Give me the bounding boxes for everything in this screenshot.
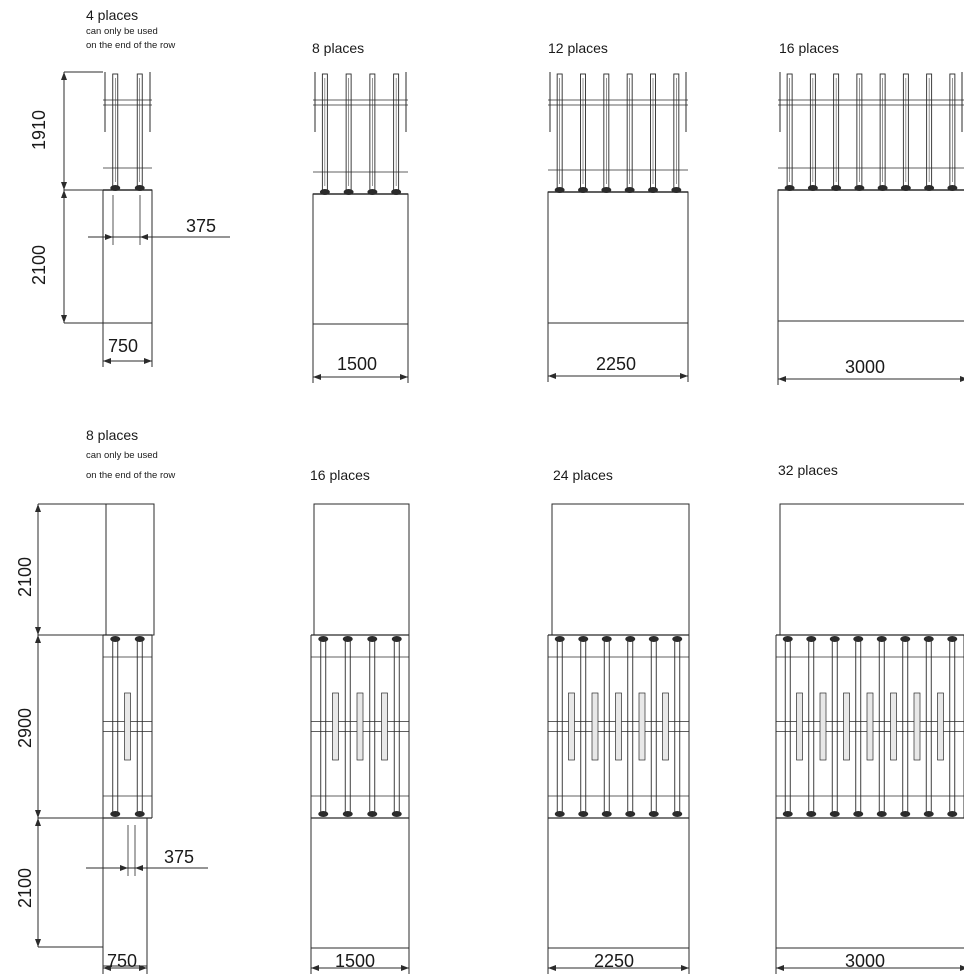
section-4-places	[61, 71, 230, 367]
caption-24-places: 24 places	[553, 467, 613, 483]
width-dimension-3000: 3000	[845, 357, 886, 377]
width-dimension-1500: 1500	[337, 354, 378, 374]
rack-32-places	[775, 634, 964, 819]
width-dimension-3000-b: 3000	[845, 951, 886, 971]
width-dimension-750: 750	[108, 336, 139, 356]
rack-12-places	[548, 72, 688, 193]
caption-8-places-end: 8 places	[86, 427, 139, 443]
caption-8-places: 8 places	[312, 40, 365, 56]
caption-12-places: 12 places	[548, 40, 608, 56]
caption-4-places: 4 places	[86, 7, 139, 23]
end-of-row-note-line2-b: on the end of the row	[86, 470, 176, 481]
rack-4-places	[103, 72, 152, 191]
width-dimension-1500-b: 1500	[335, 951, 376, 971]
end-of-row-note-line1-b: can only be used	[86, 450, 158, 461]
caption-32-places: 32 places	[778, 462, 838, 478]
end-of-row-note-line1: can only be used	[86, 26, 158, 37]
rack-16-places-double	[310, 634, 410, 819]
dimension-spacing-375: 375	[186, 216, 217, 236]
dimension-aisle-bottom-2100: 2100	[15, 867, 35, 908]
dimension-rack-depth-2900: 2900	[15, 707, 35, 748]
rack-8-places	[313, 72, 408, 195]
caption-16-places-double: 16 places	[310, 467, 370, 483]
section-8-places-end	[35, 503, 208, 974]
dimension-spacing-375-b: 375	[164, 847, 195, 867]
dimension-aisle-2100: 2100	[29, 244, 49, 285]
width-dimension-2250: 2250	[596, 354, 637, 374]
caption-16-places: 16 places	[779, 40, 839, 56]
section-16-places	[777, 189, 964, 385]
width-dimension-2250-b: 2250	[594, 951, 635, 971]
dimension-aisle-top-2100: 2100	[15, 556, 35, 597]
rack-8-places-double	[102, 634, 153, 819]
end-of-row-note-line2: on the end of the row	[86, 40, 176, 51]
section-16-places-double	[310, 503, 410, 974]
section-8-places	[312, 193, 409, 383]
dimension-rack-depth-1910: 1910	[29, 109, 49, 150]
rack-16-places	[778, 72, 964, 191]
rack-24-places	[547, 634, 690, 819]
width-dimension-750-b: 750	[107, 951, 138, 971]
